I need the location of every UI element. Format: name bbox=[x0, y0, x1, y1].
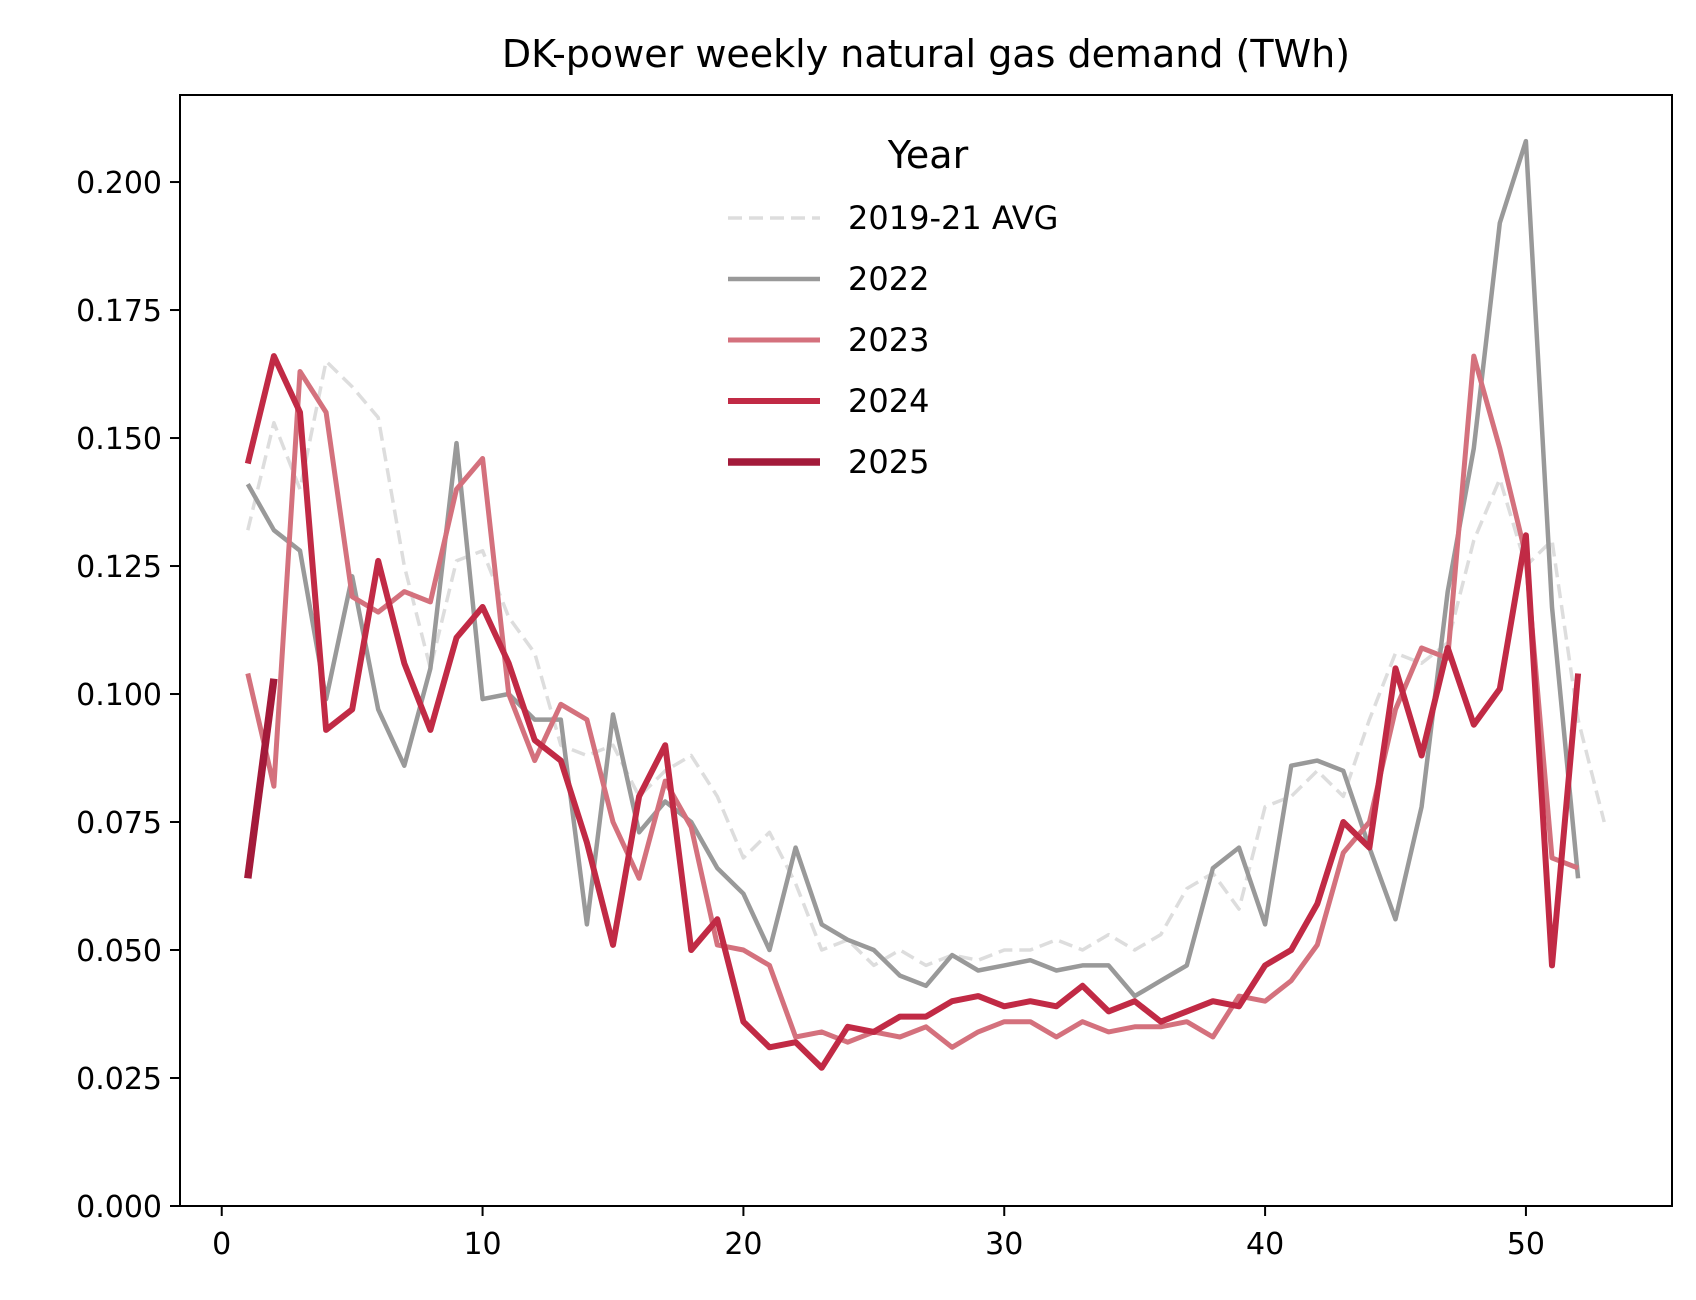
y-tick-label: 0.075 bbox=[76, 806, 162, 841]
y-axis-ticks: 0.000 0.025 0.050 0.075 0.100 0.125 0.150 0.175… bbox=[76, 166, 180, 1225]
legend-entry: 2023 bbox=[728, 321, 929, 359]
legend-entry: 2022 bbox=[728, 260, 929, 298]
y-tick-label: 0.025 bbox=[76, 1062, 162, 1097]
series-line-2019-21-avg bbox=[246, 359, 1606, 968]
x-tick-label: 50 bbox=[1507, 1227, 1545, 1262]
y-tick-label: 0.150 bbox=[76, 422, 162, 457]
y-tick-label: 0.000 bbox=[76, 1190, 162, 1225]
legend-entry: 2024 bbox=[728, 382, 929, 420]
legend-label: 2023 bbox=[848, 321, 929, 359]
y-tick-label: 0.200 bbox=[76, 166, 162, 201]
legend-entry: 2019-21 AVG bbox=[728, 199, 1058, 237]
series-lines bbox=[244, 138, 1606, 1071]
chart-title: DK-power weekly natural gas demand (TWh) bbox=[502, 32, 1350, 76]
y-tick-label: 0.050 bbox=[76, 934, 162, 969]
legend-label: 2024 bbox=[848, 382, 929, 420]
x-tick-label: 10 bbox=[463, 1227, 501, 1262]
x-tick-label: 30 bbox=[985, 1227, 1023, 1262]
legend-label: 2025 bbox=[848, 443, 929, 481]
x-tick-label: 40 bbox=[1246, 1227, 1284, 1262]
x-tick-label: 0 bbox=[212, 1227, 231, 1262]
legend-entry: 2025 bbox=[728, 443, 929, 481]
y-tick-label: 0.175 bbox=[76, 294, 162, 329]
x-axis-ticks: 0 10 20 30 40 50 bbox=[212, 1206, 1545, 1262]
y-tick-label: 0.100 bbox=[76, 678, 162, 713]
y-tick-label: 0.125 bbox=[76, 550, 162, 585]
legend-title: Year bbox=[887, 133, 969, 177]
series-line-2024 bbox=[244, 353, 1582, 1071]
series-line-2025 bbox=[244, 678, 278, 879]
legend-label: 2022 bbox=[848, 260, 929, 298]
legend-entries: 2019-21 AVG 2022 2023 2024 2025 bbox=[728, 199, 1058, 481]
plot-frame bbox=[179, 94, 1673, 1207]
legend: Year 2019-21 AVG 2022 2023 2024 2025 bbox=[728, 133, 1058, 481]
x-tick-label: 20 bbox=[724, 1227, 762, 1262]
legend-label: 2019-21 AVG bbox=[848, 199, 1058, 237]
series-line-2022 bbox=[245, 138, 1581, 999]
